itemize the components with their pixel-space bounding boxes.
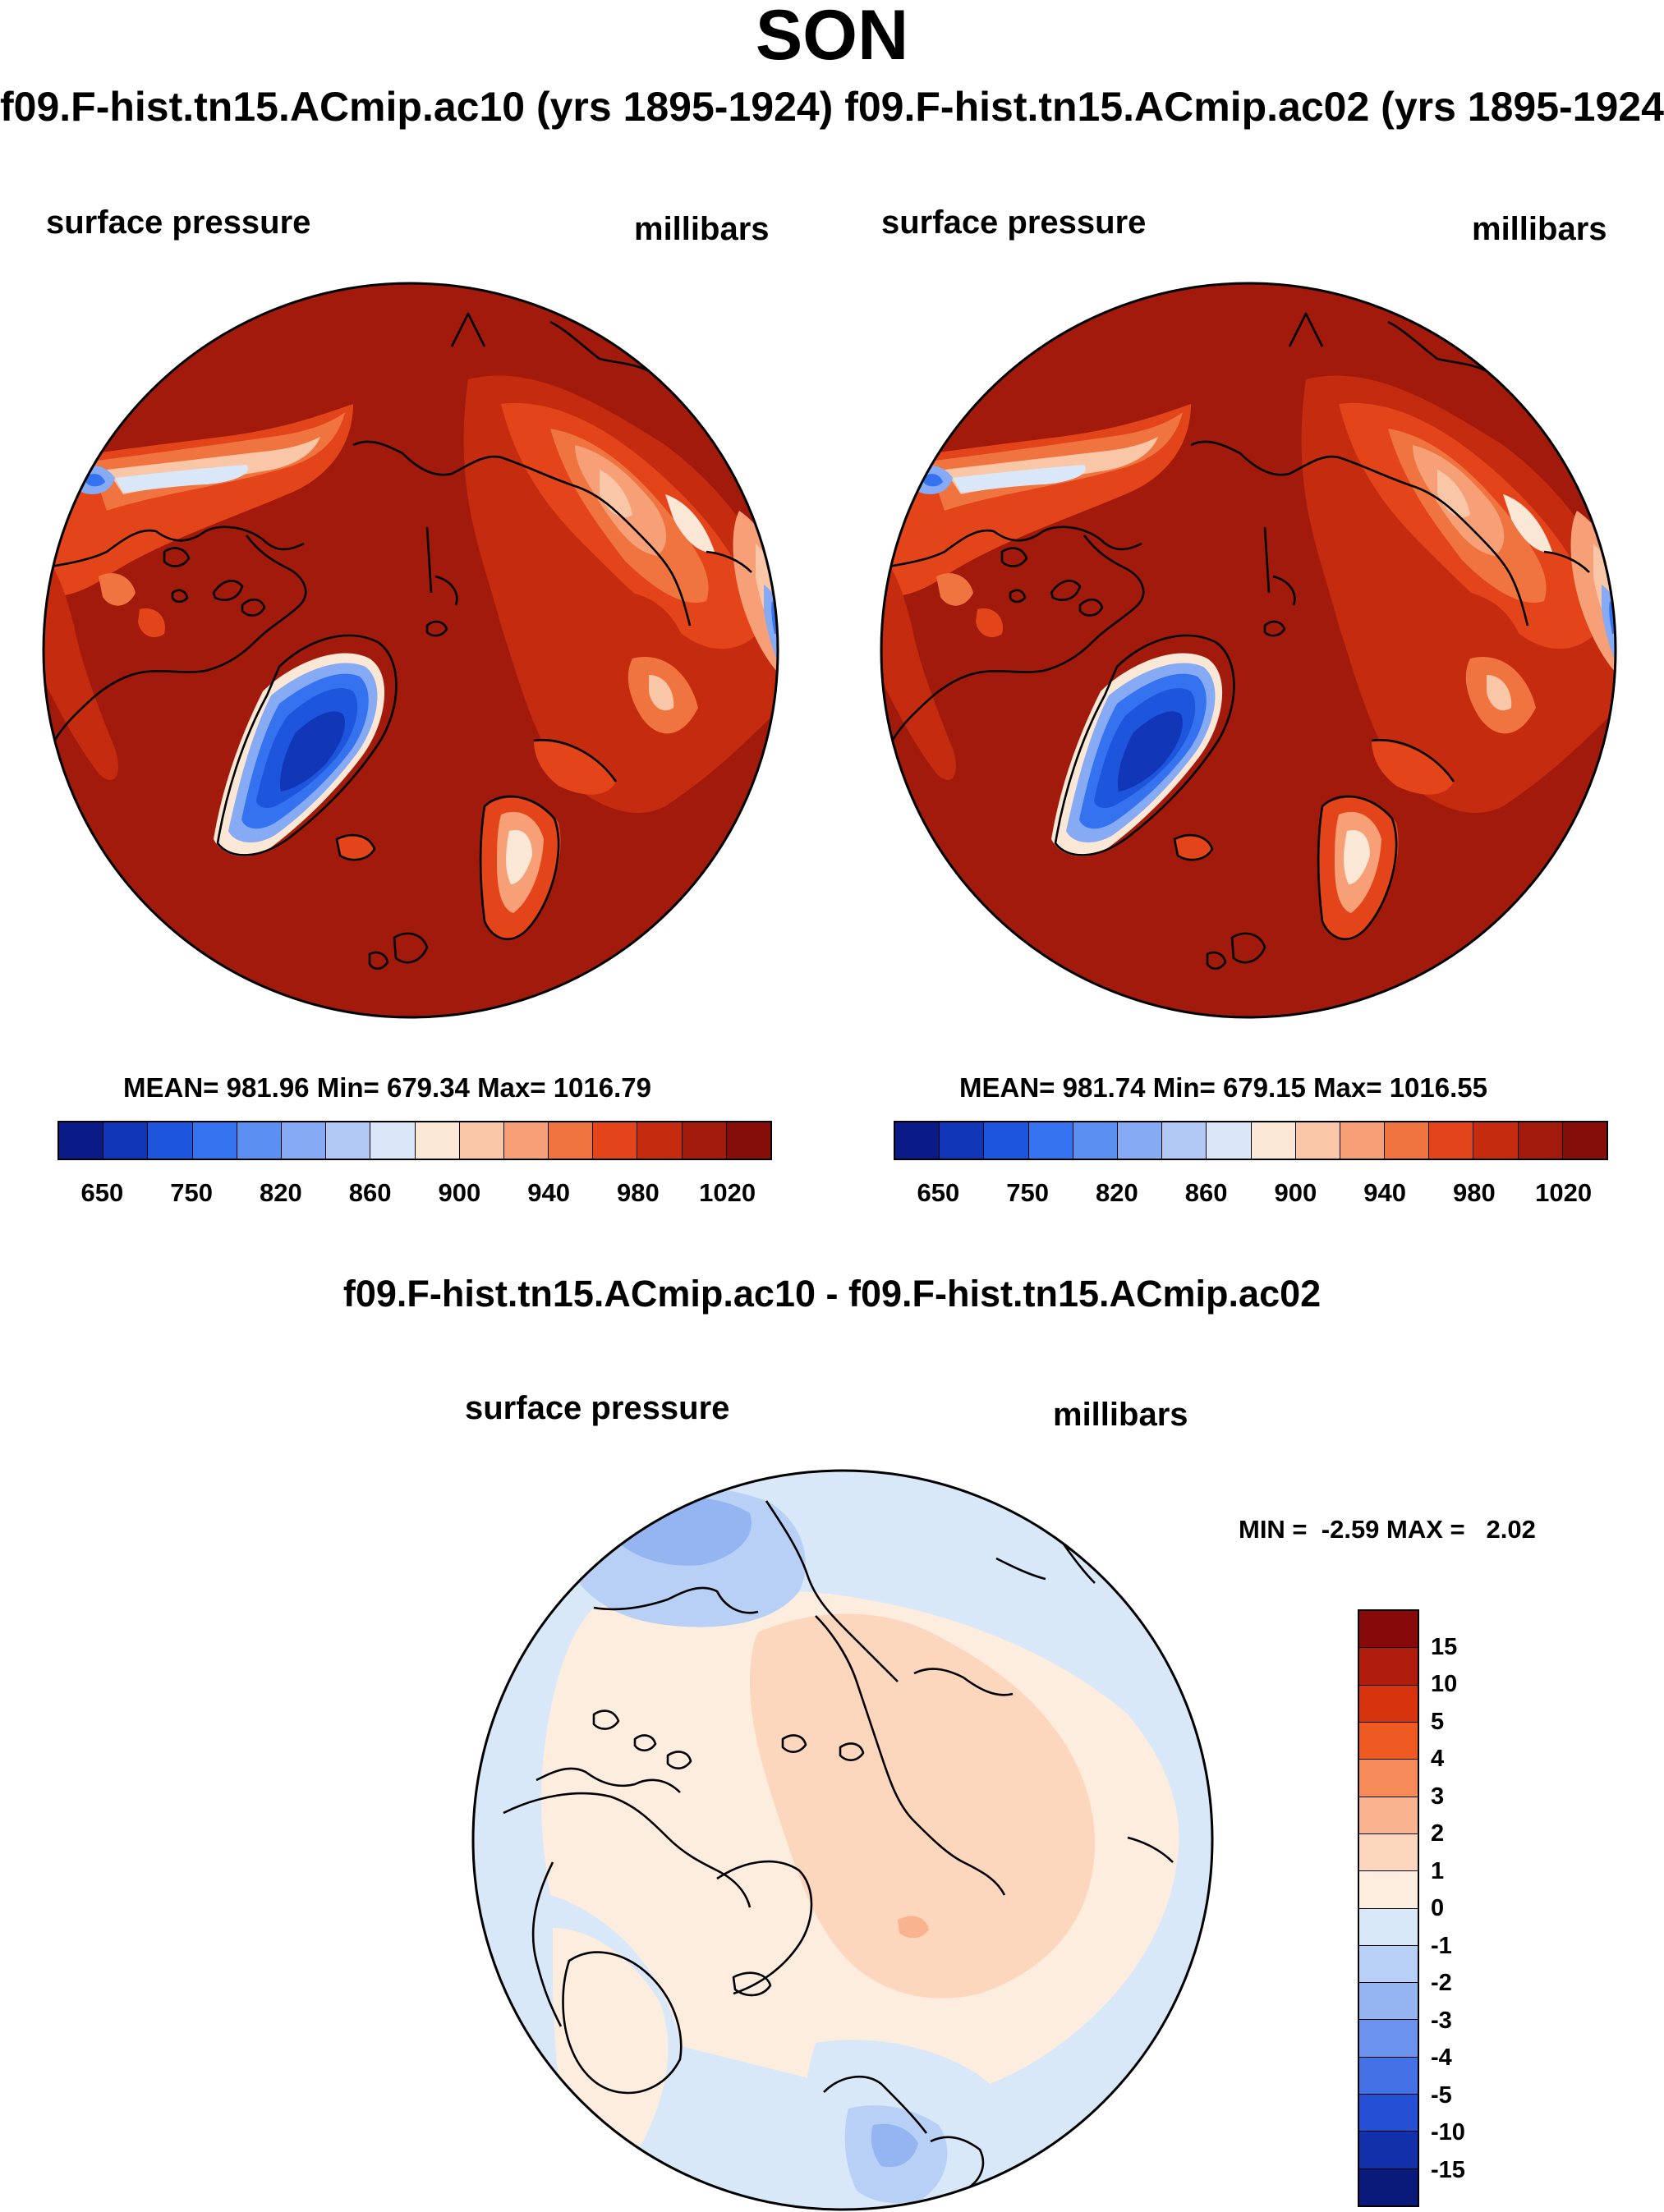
panel2-colorbar-swatch-6	[1162, 1122, 1207, 1159]
panel1-colorbar-swatch-9	[459, 1122, 504, 1159]
difference-colorbar-tick-label: 3	[1431, 1783, 1445, 1810]
panel2-variable-label: surface pressure	[881, 204, 1147, 241]
difference-min-max: MIN = -2.59 MAX = 2.02	[1239, 1515, 1536, 1544]
difference-colorbar-tick-label: 15	[1431, 1633, 1458, 1660]
panel2-colorbar-swatch-11	[1385, 1122, 1430, 1159]
panel1-colorbar-swatch-3	[192, 1122, 237, 1159]
panel2-colorbar-swatch-4	[1073, 1122, 1118, 1159]
panel1-colorbar-swatch-4	[237, 1122, 282, 1159]
difference-units-label: millibars	[1053, 1397, 1188, 1433]
panel1-colorbar-tick-label: 650	[80, 1178, 124, 1207]
panel1-colorbar-swatch-8	[415, 1122, 460, 1159]
panel1-colorbar-swatch-7	[370, 1122, 416, 1159]
panel1-colorbar-tick-label: 940	[527, 1178, 570, 1207]
difference-colorbar-swatch-6	[1359, 1833, 1418, 1872]
panel1-colorbar-tick-label: 980	[617, 1178, 660, 1207]
panel1-colorbar-swatch-2	[148, 1122, 193, 1159]
difference-colorbar-swatch-13	[1359, 2095, 1418, 2132]
difference-colorbar-swatch-5	[1359, 1797, 1418, 1834]
panel1-colorbar-tick-label: 1020	[699, 1178, 756, 1207]
panel2-colorbar-swatch-10	[1340, 1122, 1386, 1159]
panel2-colorbar-swatch-12	[1429, 1122, 1474, 1159]
panel2-colorbar-swatch-8	[1251, 1122, 1296, 1159]
panel2-polar-map	[880, 282, 1617, 1019]
panel2-colorbar-tick-label: 1020	[1535, 1178, 1593, 1207]
panel1-colorbar	[57, 1121, 772, 1160]
panel1-colorbar-swatch-13	[637, 1122, 683, 1159]
difference-colorbar-tick-label: 1	[1431, 1857, 1445, 1884]
panel2-stats: MEAN= 981.74 Min= 679.15 Max= 1016.55	[959, 1072, 1487, 1103]
panel2-colorbar-swatch-5	[1117, 1122, 1163, 1159]
difference-colorbar-swatch-15	[1359, 2168, 1418, 2205]
panel1-colorbar-swatch-5	[281, 1122, 327, 1159]
panel2-colorbar-swatch-14	[1518, 1122, 1563, 1159]
difference-colorbar-tick-label: -10	[1431, 2119, 1465, 2145]
panel2-colorbar-swatch-7	[1207, 1122, 1252, 1159]
difference-colorbar-tick-label: -1	[1431, 1932, 1452, 1959]
panel2-colorbar-swatch-2	[984, 1122, 1029, 1159]
panel1-polar-map	[42, 282, 779, 1019]
difference-colorbar-swatch-4	[1359, 1760, 1418, 1797]
difference-polar-map	[471, 1469, 1214, 2211]
panel2-colorbar-tick-label: 980	[1453, 1178, 1496, 1207]
difference-colorbar-swatch-1	[1359, 1648, 1418, 1686]
panel2-colorbar-swatch-3	[1028, 1122, 1073, 1159]
panel1-colorbar-tick-label: 860	[348, 1178, 392, 1207]
panel1-colorbar-swatch-14	[682, 1122, 727, 1159]
difference-colorbar-tick-label: 2	[1431, 1820, 1445, 1847]
difference-colorbar-tick-label: 0	[1431, 1895, 1445, 1921]
difference-colorbar-swatch-8	[1359, 1908, 1418, 1946]
panel1-units-label: millibars	[634, 211, 770, 247]
top-subtitle: f09.F-hist.tn15.ACmip.ac10 (yrs 1895-192…	[0, 84, 1664, 130]
panel2-colorbar-swatch-0	[895, 1122, 940, 1159]
panel2-units-label: millibars	[1472, 211, 1607, 247]
difference-colorbar-tick-label: 10	[1431, 1671, 1458, 1697]
panel1-colorbar-swatch-15	[726, 1122, 770, 1159]
difference-colorbar-swatch-14	[1359, 2132, 1418, 2169]
difference-variable-label: surface pressure	[465, 1390, 730, 1426]
difference-colorbar-swatch-10	[1359, 1983, 1418, 2021]
difference-colorbar-tick-label: -3	[1431, 2007, 1452, 2034]
difference-colorbar-tick-label: -4	[1431, 2044, 1452, 2071]
difference-colorbar-tick-label: -2	[1431, 1970, 1452, 1996]
panel1-variable-label: surface pressure	[46, 204, 311, 241]
panel2-colorbar-tick-label: 820	[1096, 1178, 1138, 1207]
difference-colorbar-tick-label: 4	[1431, 1746, 1445, 1772]
panel2-colorbar-tick-label: 650	[917, 1178, 960, 1207]
panel1-colorbar-swatch-12	[593, 1122, 638, 1159]
panel2-colorbar-tick-label: 940	[1363, 1178, 1406, 1207]
difference-colorbar-swatch-3	[1359, 1722, 1418, 1760]
difference-colorbar-tick-label: 5	[1431, 1708, 1445, 1735]
panel2-colorbar-tick-label: 860	[1184, 1178, 1228, 1207]
difference-colorbar-swatch-7	[1359, 1871, 1418, 1909]
panel2-colorbar-swatch-15	[1562, 1122, 1607, 1159]
difference-colorbar-swatch-0	[1359, 1611, 1418, 1649]
panel1-stats: MEAN= 981.96 Min= 679.34 Max= 1016.79	[123, 1072, 651, 1103]
panel1-colorbar-swatch-10	[503, 1122, 549, 1159]
panel2-colorbar-swatch-13	[1473, 1122, 1519, 1159]
difference-colorbar	[1358, 1609, 1419, 2207]
difference-title: f09.F-hist.tn15.ACmip.ac10 - f09.F-hist.…	[342, 1273, 1322, 1315]
difference-colorbar-swatch-11	[1359, 2020, 1418, 2058]
panel1-colorbar-swatch-6	[326, 1122, 371, 1159]
panel1-colorbar-swatch-11	[549, 1122, 594, 1159]
panel1-colorbar-swatch-1	[103, 1122, 149, 1159]
panel2-colorbar-swatch-9	[1295, 1122, 1340, 1159]
panel2-colorbar-tick-label: 900	[1274, 1178, 1317, 1207]
difference-colorbar-tick-label: -15	[1431, 2156, 1465, 2183]
panel2-colorbar-swatch-1	[940, 1122, 985, 1159]
main-title: SON	[755, 0, 909, 75]
panel1-colorbar-tick-label: 900	[438, 1178, 481, 1207]
difference-colorbar-swatch-9	[1359, 1945, 1418, 1984]
difference-colorbar-tick-label: -5	[1431, 2081, 1452, 2109]
difference-colorbar-swatch-12	[1359, 2057, 1418, 2095]
panel1-colorbar-tick-label: 750	[170, 1178, 213, 1207]
panel1-colorbar-tick-label: 820	[260, 1178, 302, 1207]
panel1-colorbar-swatch-0	[59, 1122, 104, 1159]
panel2-colorbar	[894, 1121, 1608, 1160]
panel2-colorbar-tick-label: 750	[1006, 1178, 1049, 1207]
difference-colorbar-swatch-2	[1359, 1685, 1418, 1723]
